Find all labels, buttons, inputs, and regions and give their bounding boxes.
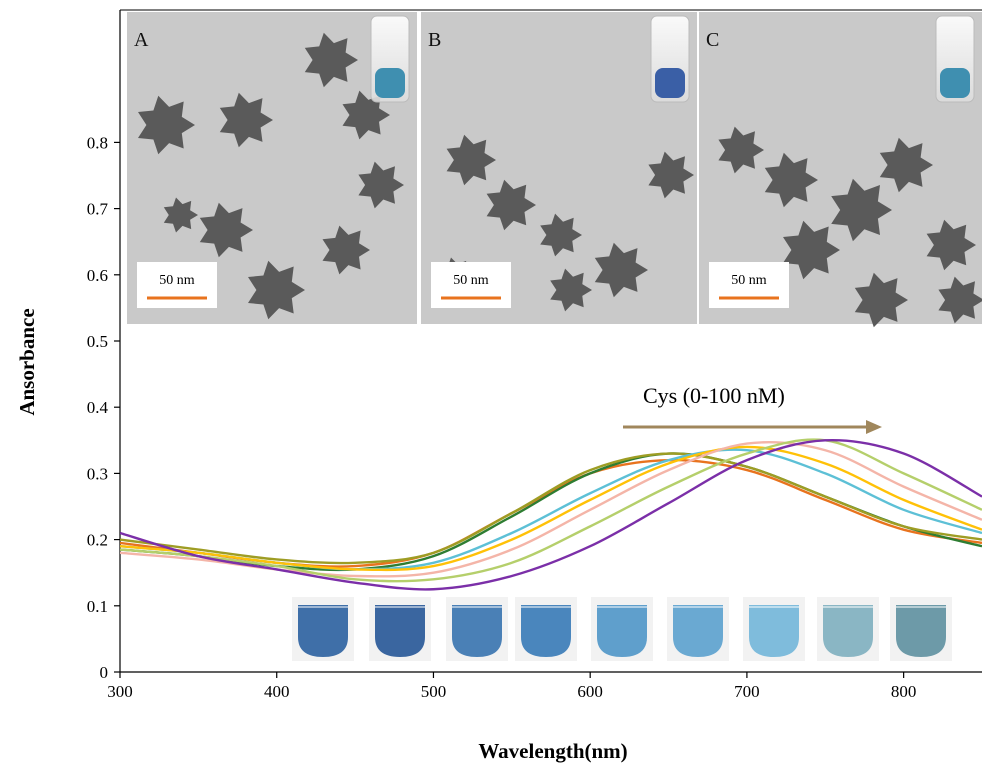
x-ticks: 300 400 500 600 700 800 [107, 672, 916, 701]
nanoparticle [138, 95, 195, 155]
nanoparticle [248, 260, 305, 320]
x-tick-label: 300 [107, 682, 133, 701]
nanoparticle [219, 92, 273, 148]
y-tick-label: 0.2 [87, 531, 108, 550]
series-line-7 [120, 438, 982, 583]
vial-liquid [452, 605, 502, 657]
nanoparticle [163, 197, 198, 233]
nanoparticle [342, 90, 390, 140]
y-tick-label: 0.8 [87, 133, 108, 152]
vial-liquid [823, 605, 873, 657]
scale-bar-label: 50 nm [731, 273, 767, 288]
nanoparticle [854, 272, 908, 328]
y-tick-label: 0.5 [87, 332, 108, 351]
vial-photo-8 [817, 597, 879, 661]
tem-panel-c: C 50 nm [699, 12, 982, 328]
series-line-4 [120, 448, 982, 571]
series-group [120, 438, 982, 591]
scale-bar-box [709, 262, 789, 308]
nanoparticle [879, 137, 933, 193]
scale-bar-label: 50 nm [453, 273, 489, 288]
vial-photo-9 [890, 597, 952, 661]
nanoparticle [486, 179, 536, 231]
nanoparticle [322, 225, 370, 275]
vial-photo-7 [743, 597, 805, 661]
scale-bar-box [431, 262, 511, 308]
x-tick-label: 800 [891, 682, 917, 701]
y-tick-label: 0.4 [87, 398, 109, 417]
tem-panel-a: A 50 nm [127, 12, 417, 324]
vial-liquid [298, 605, 348, 657]
x-tick-label: 400 [264, 682, 290, 701]
scale-bar-label: 50 nm [159, 273, 195, 288]
y-tick-label: 0.3 [87, 464, 108, 483]
inset-vial-liquid [940, 68, 970, 98]
tem-panel-b: B 50 nm [421, 12, 697, 324]
y-tick-label: 0.6 [87, 266, 108, 285]
nanoparticle [304, 32, 358, 88]
nanoparticle [540, 213, 582, 257]
y-axis-title: Ansorbance [15, 308, 39, 415]
y-ticks: 0 0.1 0.2 0.3 0.4 0.5 0.6 0.7 0.8 [87, 133, 120, 682]
nanoparticle [199, 202, 253, 258]
panel-letter: B [428, 29, 441, 51]
annotation-label: Cys (0-100 nM) [643, 383, 785, 408]
vial-liquid [673, 605, 723, 657]
vial-liquid [521, 605, 571, 657]
scale-bar-box [137, 262, 217, 308]
nanoparticle [783, 220, 840, 280]
x-tick-label: 500 [421, 682, 447, 701]
inset-vial-liquid [375, 68, 405, 98]
x-axis-title: Wavelength(nm) [478, 739, 627, 763]
vial-liquid [749, 605, 799, 657]
nanoparticle [594, 242, 648, 298]
vial-photo-strip [292, 597, 952, 661]
vial-liquid [896, 605, 946, 657]
series-line-8 [120, 438, 982, 591]
y-tick-label: 0.7 [87, 200, 109, 219]
vial-liquid [597, 605, 647, 657]
nanoparticle [446, 134, 496, 186]
panel-letter: A [134, 29, 149, 51]
y-tick-label: 0.1 [87, 597, 108, 616]
series-line-5 [120, 445, 982, 572]
nanoparticle [718, 126, 764, 174]
nanoparticle [938, 276, 982, 324]
cys-annotation: Cys (0-100 nM) [623, 383, 882, 434]
series-line-3 [120, 452, 982, 565]
panel-letter: C [706, 29, 719, 51]
tem-image-panels: A 50 nm B 50 nm C 50 nm [127, 12, 982, 328]
vial-photo-5 [591, 597, 653, 661]
vial-photo-2 [369, 597, 431, 661]
nanoparticle [550, 268, 592, 312]
vial-photo-1 [292, 597, 354, 661]
vial-liquid [375, 605, 425, 657]
vial-photo-3 [446, 597, 508, 661]
inset-vial-liquid [655, 68, 685, 98]
y-tick-label: 0 [100, 663, 109, 682]
nanoparticle [764, 152, 818, 208]
nanoparticle [926, 219, 976, 271]
nanoparticle [648, 151, 694, 199]
annotation-arrow-head [866, 420, 882, 434]
vial-photo-4 [515, 597, 577, 661]
nanoparticle [831, 178, 892, 242]
vial-photo-6 [667, 597, 729, 661]
nanoparticle [358, 161, 404, 209]
x-tick-label: 700 [734, 682, 760, 701]
x-tick-label: 600 [577, 682, 603, 701]
